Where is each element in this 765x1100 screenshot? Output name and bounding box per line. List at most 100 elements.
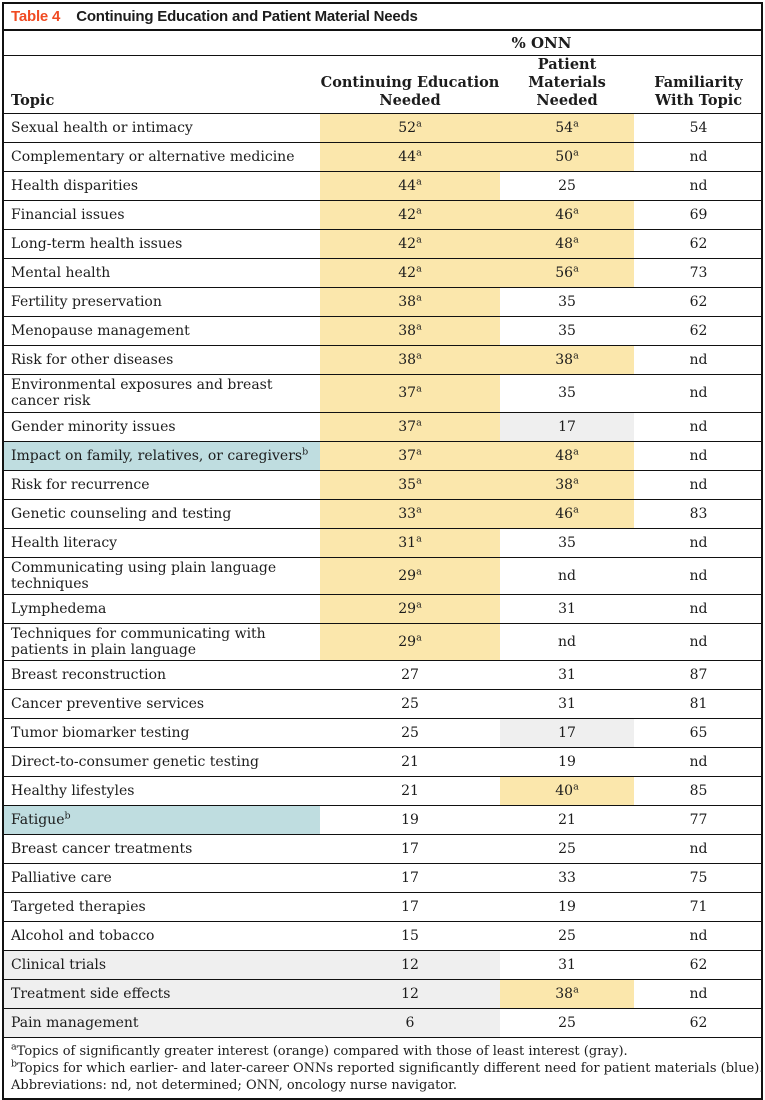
familiarity-cell: 81 [634,689,764,719]
patient-materials-cell: 35 [500,528,634,558]
footnote-a-text: Topics of significantly greater interest… [16,1043,628,1059]
familiarity-cell: nd [634,747,764,777]
data-table: % ONN Topic Continuing Education Needed … [4,31,764,1038]
column-header-continuing-education: Continuing Education Needed [320,55,500,115]
familiarity-cell: 62 [634,229,764,260]
patient-materials-cell: 48a [500,229,634,260]
table-row: Risk for recurrence 35a 38a nd [4,470,764,500]
familiarity-cell: nd [634,594,764,624]
topic-cell: Breast cancer treatments [4,834,320,864]
familiarity-cell: nd [634,441,764,471]
topic-cell: Gender minority issues [4,412,320,442]
table-row: Fertility preservation 38a 35 62 [4,287,764,318]
patient-materials-cell: 31 [500,594,634,624]
table-row: Healthy lifestyles 21 40a 85 [4,776,764,806]
patient-materials-cell: 21 [500,805,634,835]
topic-cell: Complementary or alternative medicine [4,142,320,173]
table-row: Impact on family, relatives, or caregive… [4,441,764,471]
patient-materials-cell: 31 [500,660,634,690]
familiarity-cell: 62 [634,316,764,347]
familiarity-cell: nd [634,142,764,173]
continuing-education-cell: 38a [320,345,500,376]
continuing-education-cell: 42a [320,200,500,231]
continuing-education-cell: 21 [320,776,500,806]
table-row: Financial issues 42a 46a 69 [4,200,764,231]
continuing-education-cell: 37a [320,374,500,413]
continuing-education-cell: 17 [320,863,500,893]
table-row: Sexual health or intimacy 52a 54a 54 [4,113,764,144]
continuing-education-cell: 29a [320,557,500,595]
patient-materials-cell: 31 [500,689,634,719]
table-row: Tumor biomarker testing 25 17 65 [4,718,764,748]
topic-cell: Risk for other diseases [4,345,320,376]
patient-materials-cell: 48a [500,441,634,471]
continuing-education-cell: 37a [320,441,500,471]
topic-cell: Long-term health issues [4,229,320,260]
table-row: Communicating using plain language techn… [4,557,764,595]
topic-cell: Palliative care [4,863,320,893]
familiarity-cell: nd [634,557,764,595]
continuing-education-cell: 29a [320,594,500,624]
topic-cell: Sexual health or intimacy [4,113,320,144]
topic-cell: Menopause management [4,316,320,347]
familiarity-cell: 83 [634,499,764,529]
topic-cell: Financial issues [4,200,320,231]
continuing-education-cell: 38a [320,316,500,347]
table-row: Environmental exposures and breast cance… [4,374,764,413]
topic-cell: Fertility preservation [4,287,320,318]
table-row: Genetic counseling and testing 33a 46a 83 [4,499,764,529]
footnote-b: bTopics for which earlier- and later-car… [11,1060,763,1077]
continuing-education-cell: 38a [320,287,500,318]
familiarity-cell: nd [634,979,764,1009]
topic-cell: Risk for recurrence [4,470,320,500]
table-row: Techniques for communicating with patien… [4,623,764,661]
patient-materials-cell: 35 [500,316,634,347]
table-title: Continuing Education and Patient Materia… [76,8,418,25]
familiarity-cell: 62 [634,1008,764,1038]
table-body: Sexual health or intimacy 52a 54a 54 Complem… [4,113,764,1038]
group-header-spacer [4,31,320,56]
familiarity-cell: 69 [634,200,764,231]
patient-materials-cell: 17 [500,718,634,748]
topic-cell: Environmental exposures and breast cance… [4,374,320,413]
topic-cell: Cancer preventive services [4,689,320,719]
table-row: Clinical trials 12 31 62 [4,950,764,980]
continuing-education-cell: 33a [320,499,500,529]
familiarity-cell: 87 [634,660,764,690]
table-row: Risk for other diseases 38a 38a nd [4,345,764,376]
topic-cell: Treatment side effects [4,979,320,1009]
table-row: Palliative care 17 33 75 [4,863,764,893]
continuing-education-cell: 17 [320,892,500,922]
familiarity-cell: 62 [634,950,764,980]
table-row: Cancer preventive services 25 31 81 [4,689,764,719]
table-label: Table 4 [11,8,61,25]
continuing-education-cell: 17 [320,834,500,864]
patient-materials-cell: 56a [500,258,634,289]
patient-materials-cell: 19 [500,892,634,922]
patient-materials-cell: 40a [500,776,634,806]
patient-materials-cell: nd [500,623,634,661]
footnote-abbr-text: Abbreviations: nd, not determined; ONN, … [11,1078,458,1094]
topic-cell: Tumor biomarker testing [4,718,320,748]
table-row: Targeted therapies 17 19 71 [4,892,764,922]
continuing-education-cell: 31a [320,528,500,558]
continuing-education-cell: 6 [320,1008,500,1038]
continuing-education-cell: 35a [320,470,500,500]
column-header-topic: Topic [4,55,320,115]
topic-cell: Clinical trials [4,950,320,980]
continuing-education-cell: 42a [320,258,500,289]
patient-materials-cell: 46a [500,499,634,529]
familiarity-cell: nd [634,470,764,500]
table-row: Complementary or alternative medicine 44a… [4,142,764,173]
patient-materials-cell: 19 [500,747,634,777]
table-caption: Table 4 Continuing Education and Patient… [4,4,761,31]
footnotes: aTopics of significantly greater interes… [4,1038,763,1098]
topic-cell: Fatigueb [4,805,320,835]
table-row: Mental health 42a 56a 73 [4,258,764,289]
familiarity-cell: nd [634,345,764,376]
patient-materials-cell: 25 [500,834,634,864]
